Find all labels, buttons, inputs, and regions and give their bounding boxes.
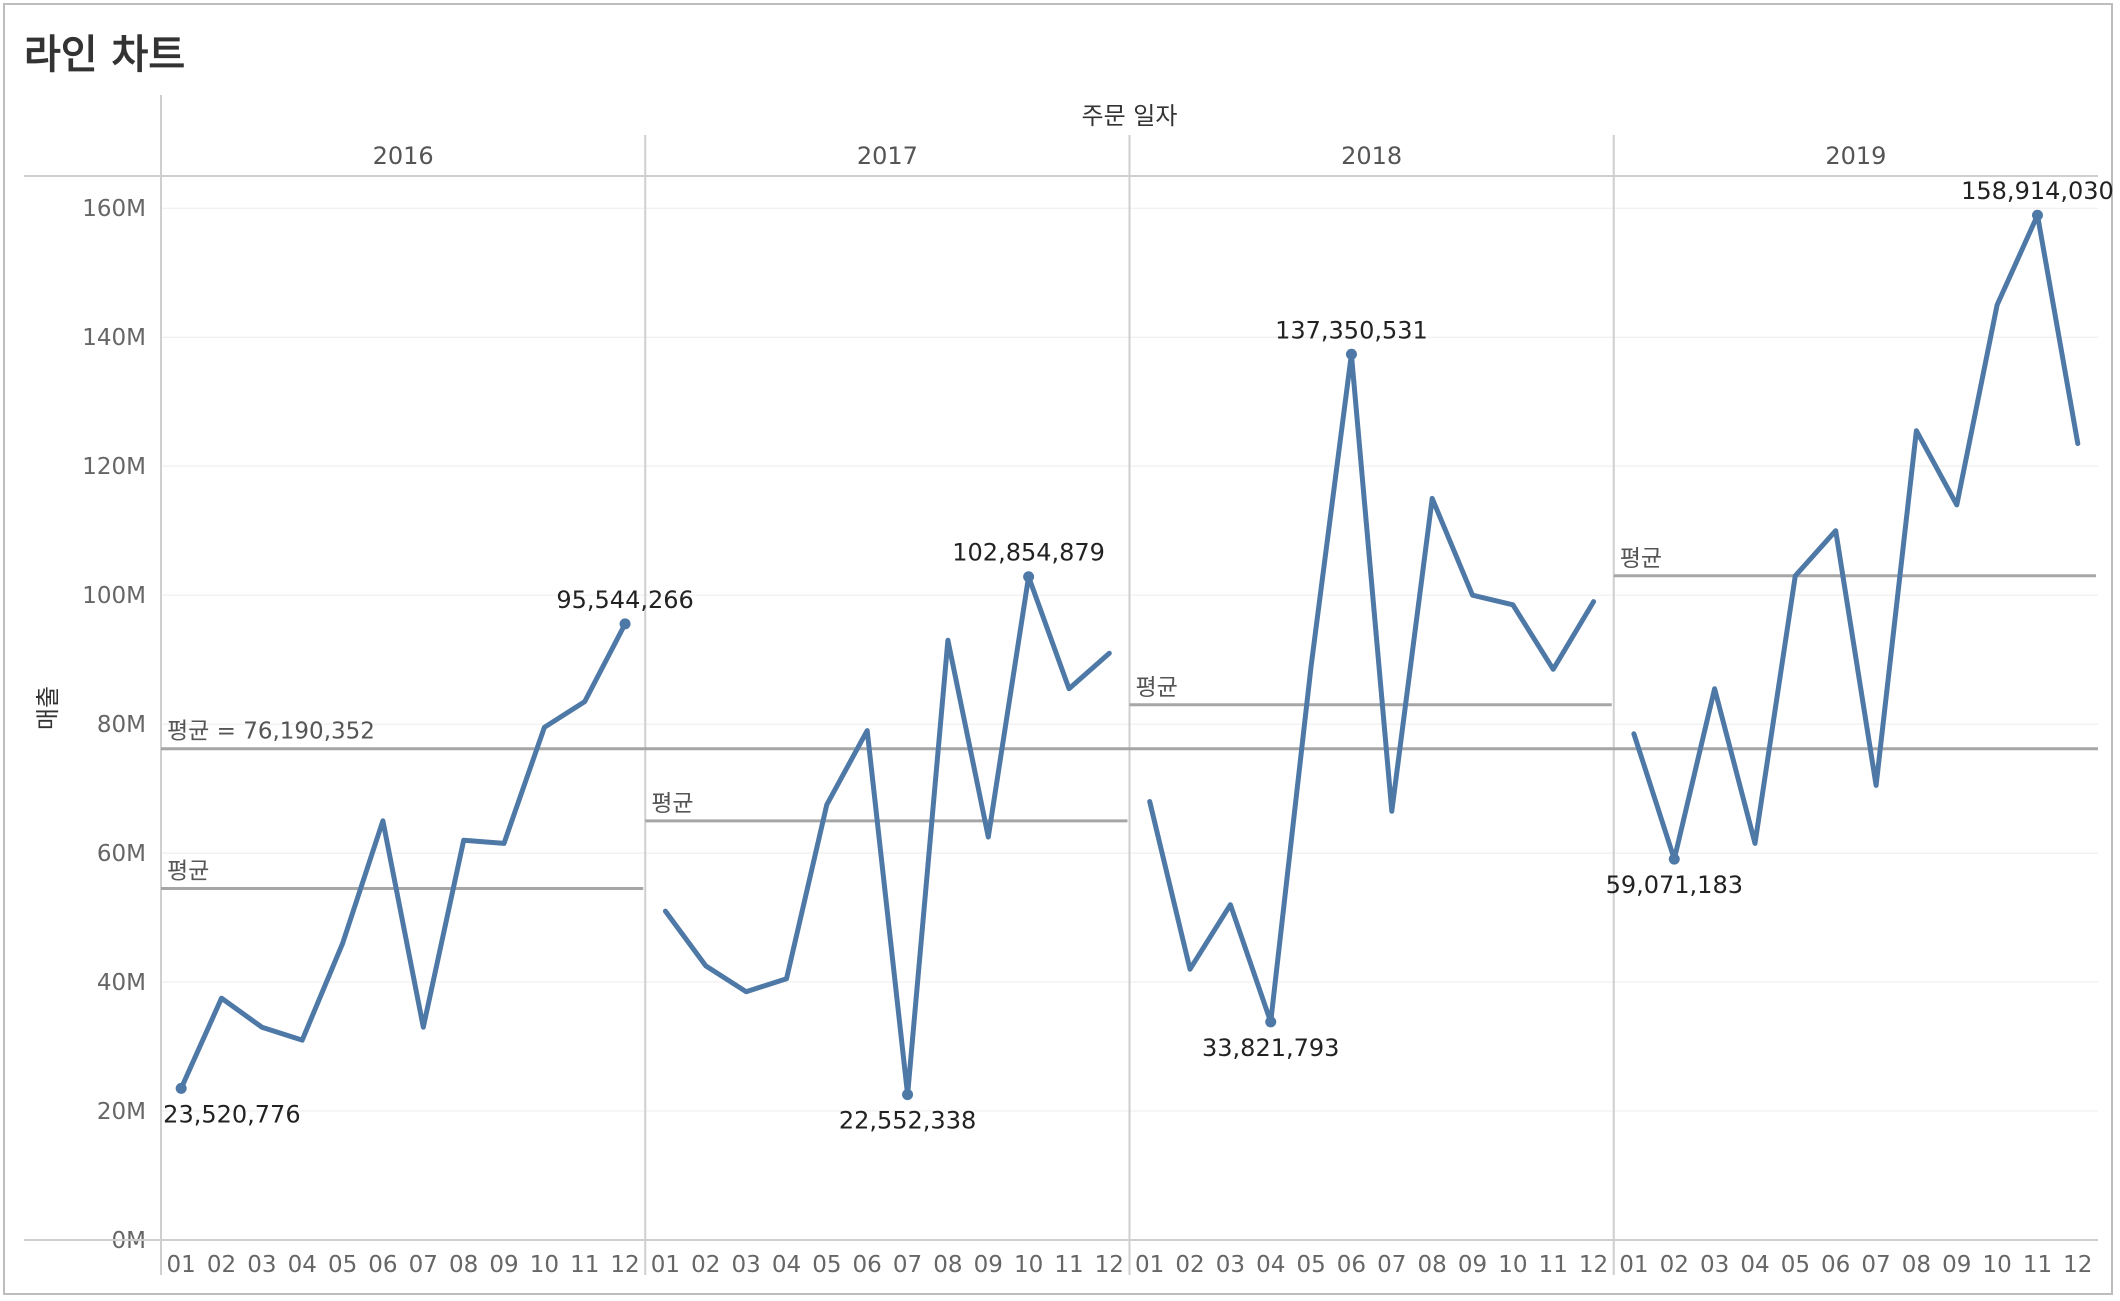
average-label-2019: 평균: [1620, 546, 1662, 572]
column-header-title: 주문 일자: [1082, 102, 1178, 130]
month-tick-label: 01: [1135, 1252, 1164, 1278]
month-tick-label: 07: [893, 1252, 922, 1278]
month-tick-label: 11: [570, 1252, 599, 1278]
month-tick-label: 03: [1216, 1252, 1245, 1278]
month-tick-label: 04: [1256, 1252, 1285, 1278]
chart-frame: [3, 3, 2113, 1295]
y-axis-title: 매출: [34, 686, 62, 730]
series-line-2017: [662, 574, 1112, 1098]
month-tick-label: 06: [368, 1252, 397, 1278]
y-tick-label: 80M: [97, 712, 146, 738]
data-point-2016-01: [175, 1082, 187, 1094]
month-tick-label: 09: [1942, 1252, 1971, 1278]
month-tick-label: 06: [1337, 1252, 1366, 1278]
y-tick-label: 60M: [97, 841, 146, 867]
month-tick-label: 08: [933, 1252, 962, 1278]
month-tick-label: 12: [610, 1252, 639, 1278]
month-tick-label: 06: [853, 1252, 882, 1278]
month-tick-label: 12: [1579, 1252, 1608, 1278]
data-point-2018-04: [1265, 1016, 1277, 1028]
data-point-2017-07: [902, 1089, 914, 1101]
month-tick-label: 05: [328, 1252, 357, 1278]
y-tick-label: 20M: [97, 1099, 146, 1125]
month-tick-label: 08: [449, 1252, 478, 1278]
series-line-2019: [1631, 212, 2081, 862]
year-header-2017: 2017: [857, 142, 918, 170]
data-label: 22,552,338: [839, 1107, 976, 1135]
month-tick-label: 03: [731, 1252, 760, 1278]
data-point-2017-10: [1023, 571, 1035, 583]
month-tick-label: 10: [1498, 1252, 1527, 1278]
month-tick-label: 11: [2023, 1252, 2052, 1278]
year-header-2019: 2019: [1825, 142, 1886, 170]
data-point-2016-12: [619, 618, 631, 630]
month-tick-label: 01: [1619, 1252, 1648, 1278]
series-line-2016: [178, 621, 628, 1091]
data-point-2019-02: [1668, 853, 1680, 865]
month-tick-label: 01: [167, 1252, 196, 1278]
y-tick-label: 160M: [82, 196, 146, 222]
month-tick-label: 02: [691, 1252, 720, 1278]
month-tick-label: 07: [1377, 1252, 1406, 1278]
overall-average-label: 평균 = 76,190,352: [167, 719, 375, 745]
month-tick-label: 02: [1660, 1252, 1689, 1278]
page-title: 라인 차트: [24, 32, 186, 78]
data-label: 59,071,183: [1606, 871, 1743, 899]
average-label-2018: 평균: [1136, 675, 1178, 701]
data-label: 102,854,879: [952, 539, 1105, 567]
month-tick-label: 07: [409, 1252, 438, 1278]
year-header-2018: 2018: [1341, 142, 1402, 170]
y-tick-label: 40M: [97, 970, 146, 996]
y-tick-label: 100M: [82, 583, 146, 609]
month-tick-label: 01: [651, 1252, 680, 1278]
month-tick-label: 05: [1296, 1252, 1325, 1278]
month-tick-label: 11: [1539, 1252, 1568, 1278]
month-tick-label: 05: [812, 1252, 841, 1278]
data-point-2019-11: [2031, 209, 2043, 221]
month-tick-label: 03: [1700, 1252, 1729, 1278]
month-tick-label: 10: [1014, 1252, 1043, 1278]
data-label: 33,821,793: [1202, 1034, 1339, 1062]
month-tick-label: 03: [247, 1252, 276, 1278]
month-tick-label: 08: [1902, 1252, 1931, 1278]
average-label-2017: 평균: [651, 791, 693, 817]
y-tick-label: 140M: [82, 325, 146, 351]
data-label: 137,350,531: [1275, 316, 1428, 344]
data-label: 158,914,030: [1961, 177, 2114, 205]
month-tick-label: 04: [772, 1252, 801, 1278]
month-tick-label: 11: [1054, 1252, 1083, 1278]
month-tick-label: 09: [489, 1252, 518, 1278]
y-tick-label: 120M: [82, 454, 146, 480]
year-header-2016: 2016: [373, 142, 434, 170]
month-tick-label: 06: [1821, 1252, 1850, 1278]
month-tick-label: 07: [1861, 1252, 1890, 1278]
average-label-2016: 평균: [167, 859, 209, 885]
month-tick-label: 12: [1095, 1252, 1124, 1278]
month-tick-label: 10: [530, 1252, 559, 1278]
month-tick-label: 02: [1175, 1252, 1204, 1278]
month-tick-label: 09: [974, 1252, 1003, 1278]
data-point-2018-06: [1345, 348, 1357, 360]
month-tick-label: 02: [207, 1252, 236, 1278]
month-tick-label: 08: [1418, 1252, 1447, 1278]
month-tick-label: 09: [1458, 1252, 1487, 1278]
month-tick-label: 05: [1781, 1252, 1810, 1278]
month-tick-label: 04: [1740, 1252, 1769, 1278]
data-label: 23,520,776: [163, 1100, 300, 1128]
data-label: 95,544,266: [556, 586, 693, 614]
series-line-2018: [1147, 351, 1597, 1025]
month-tick-label: 04: [288, 1252, 317, 1278]
month-tick-label: 12: [2063, 1252, 2092, 1278]
month-tick-label: 10: [1982, 1252, 2011, 1278]
